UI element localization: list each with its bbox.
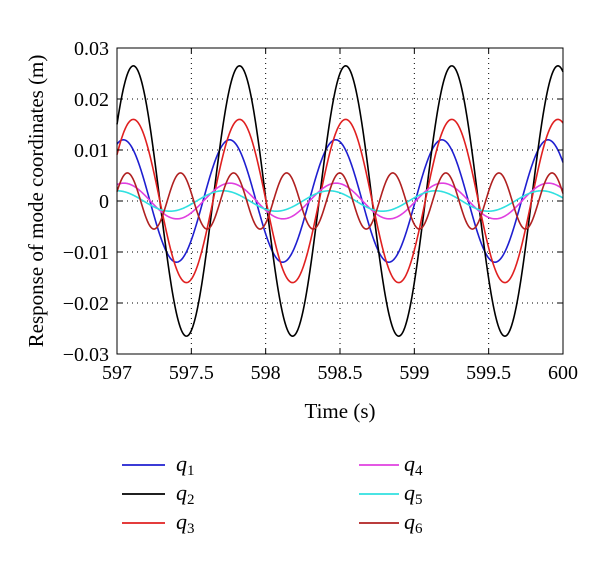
x-tick-label: 598.5	[318, 362, 363, 384]
series-lines	[116, 65, 564, 337]
y-tick-label: −0.01	[63, 242, 109, 264]
series-line-q4	[116, 182, 564, 220]
legend-label-q1: q1	[176, 451, 195, 479]
grid	[117, 48, 563, 354]
y-tick-label: 0.03	[74, 38, 109, 60]
y-tick-label: −0.03	[63, 344, 109, 366]
y-tick-label: −0.02	[63, 293, 109, 315]
x-tick-label: 599.5	[466, 362, 511, 384]
x-tick-label: 599	[399, 362, 429, 384]
x-axis-label: Time (s)	[305, 399, 376, 423]
legend-label-q6: q6	[404, 509, 423, 537]
legend-label-q3: q3	[176, 509, 195, 537]
legend-label-q5: q5	[404, 480, 423, 508]
series-line-q5	[116, 190, 564, 213]
series-line-q6	[116, 172, 564, 230]
y-tick-label: 0.01	[74, 140, 109, 162]
series-line-q1	[116, 138, 564, 264]
legend-label-q2: q2	[176, 480, 195, 508]
y-tick-label: 0	[99, 191, 109, 213]
axis-ticks: 597 597.5 598 598.5 599 599.5 600 −0.03 −0.02 −0.…	[63, 38, 578, 384]
x-tick-label: 597.5	[169, 362, 214, 384]
y-tick-label: 0.02	[74, 89, 109, 111]
series-line-q3	[116, 118, 564, 284]
legend-label-q4: q4	[404, 451, 423, 479]
x-tick-label: 597	[102, 362, 132, 384]
x-tick-label: 598	[251, 362, 281, 384]
y-axis-label: Response of mode coordinates (m)	[24, 55, 48, 348]
x-tick-label: 600	[548, 362, 578, 384]
series-line-q2	[116, 65, 564, 337]
